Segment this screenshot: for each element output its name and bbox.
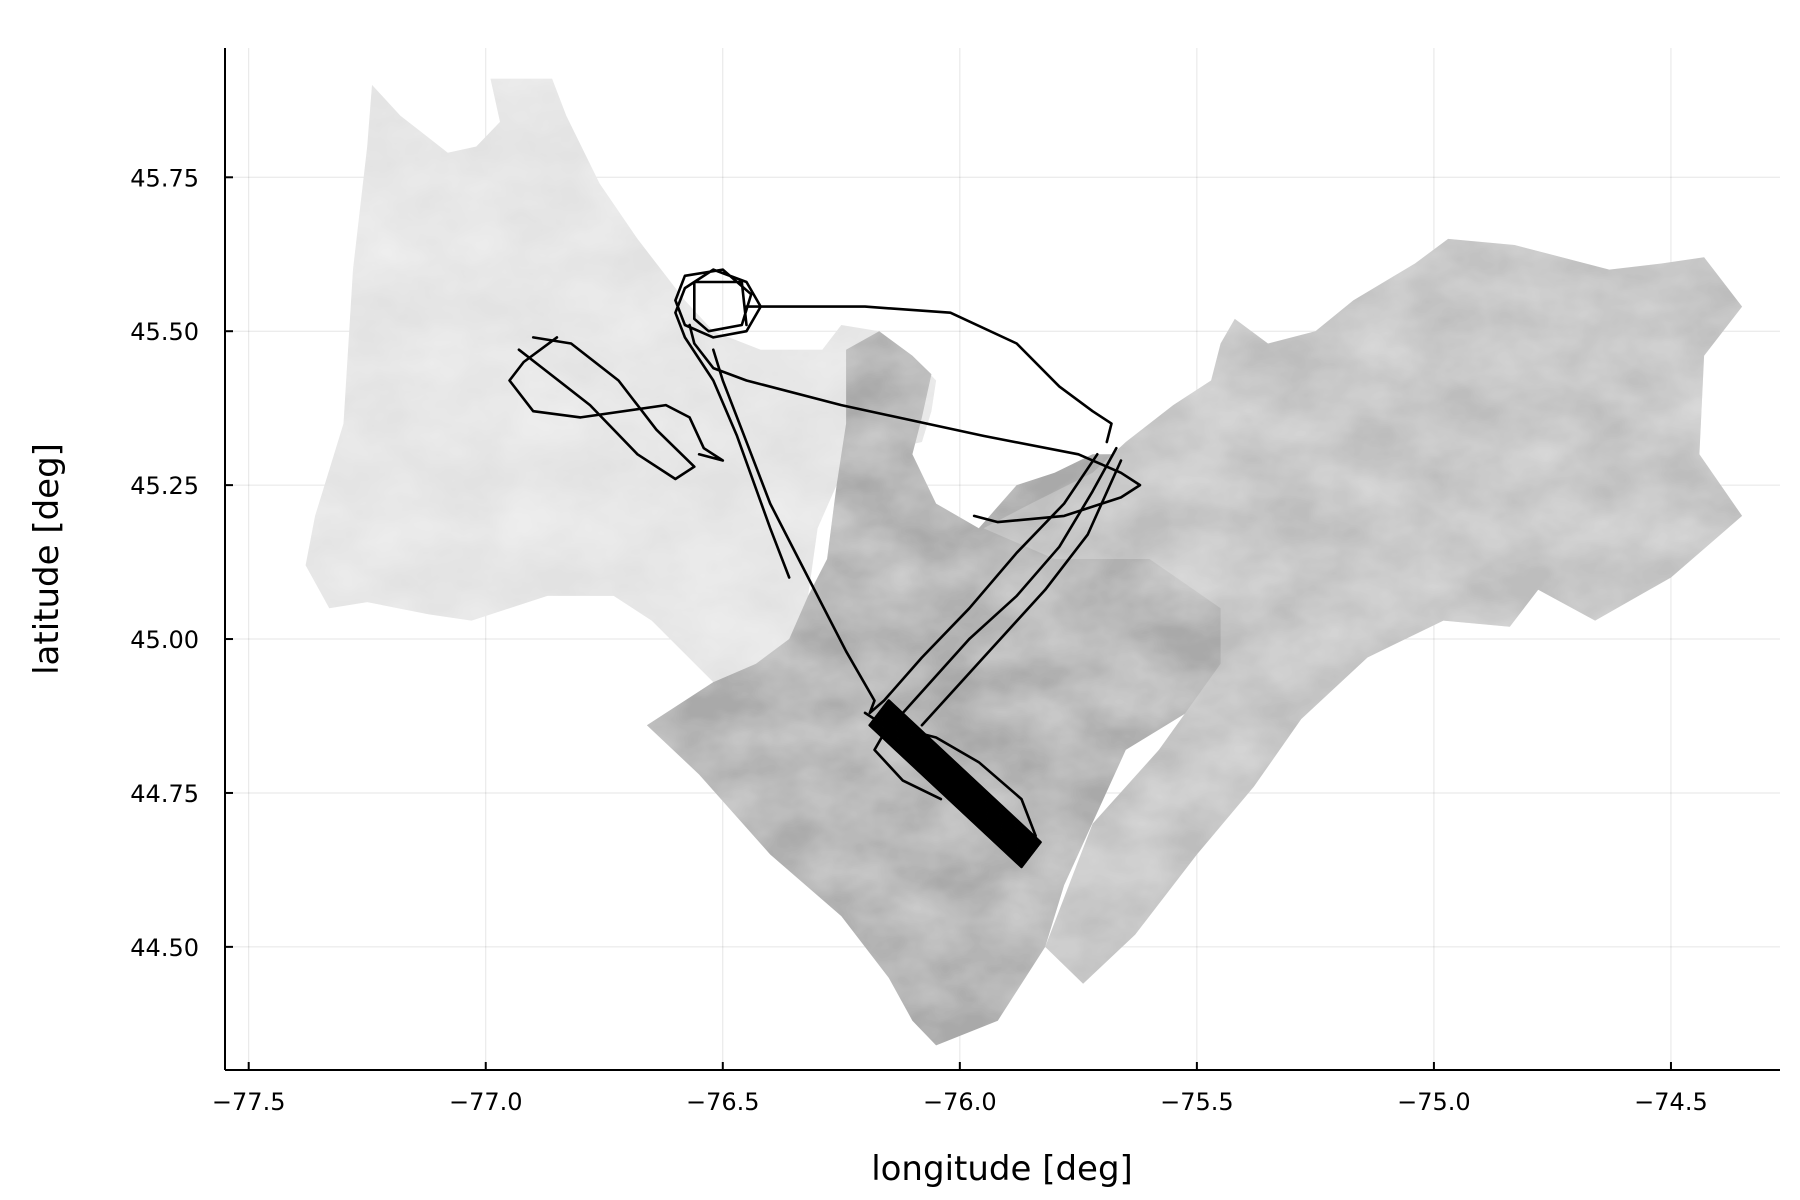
survey-grid-line xyxy=(871,720,1026,865)
y-tick-label: 44.50 xyxy=(130,934,199,962)
x-tick-label: −74.5 xyxy=(1634,1088,1708,1116)
survey-map-background xyxy=(305,78,1743,1046)
flight-tracks xyxy=(508,268,1142,869)
flight-track-line xyxy=(508,336,725,462)
survey-grid-line xyxy=(869,722,1025,867)
map-region-east-map xyxy=(983,238,1743,984)
y-tick-label: 45.25 xyxy=(130,472,199,500)
x-tick-label: −77.0 xyxy=(449,1088,523,1116)
map-region-west-map xyxy=(305,78,937,683)
survey-grid-line xyxy=(879,709,1034,855)
x-axis-title: longitude [deg] xyxy=(871,1149,1133,1189)
survey-grid-line xyxy=(868,723,1023,869)
flight-track-line xyxy=(901,446,1118,715)
x-tick-label: −77.5 xyxy=(212,1088,286,1116)
survey-grid-line xyxy=(884,702,1040,848)
survey-grid-line xyxy=(877,711,1033,856)
survey-grid-line xyxy=(887,699,1042,844)
flight-track-line xyxy=(920,459,1123,727)
flight-track-line xyxy=(711,348,1099,715)
x-axis-ticks: −77.5 −77.0 −76.5 −76.0 −75.5 −75.0 −74.5 xyxy=(212,1062,1708,1116)
survey-grid-line xyxy=(880,708,1035,853)
survey-grid-line xyxy=(873,716,1029,862)
flight-track-line xyxy=(674,268,791,579)
y-tick-label: 45.50 xyxy=(130,318,199,346)
survey-grid-line xyxy=(875,715,1030,860)
survey-grid-line xyxy=(876,713,1031,858)
y-tick-label: 45.00 xyxy=(130,626,199,654)
y-axis-title: latitude [deg] xyxy=(27,443,67,675)
y-tick-label: 45.75 xyxy=(130,164,199,192)
y-axis-ticks: 44.50 44.75 45.00 45.25 45.50 45.75 xyxy=(130,164,233,962)
x-tick-label: −75.5 xyxy=(1160,1088,1234,1116)
survey-grid-line xyxy=(882,706,1037,851)
x-tick-label: −76.0 xyxy=(923,1088,997,1116)
survey-grid-line xyxy=(883,704,1038,849)
x-tick-label: −76.5 xyxy=(686,1088,760,1116)
survey-grid-line xyxy=(872,718,1027,863)
x-tick-label: −75.0 xyxy=(1397,1088,1471,1116)
flight-track-line xyxy=(745,305,1113,444)
axes xyxy=(224,48,1780,1071)
survey-grid-line xyxy=(886,701,1041,846)
y-tick-label: 44.75 xyxy=(130,780,199,808)
flight-track-line xyxy=(688,323,1142,524)
flight-track-line xyxy=(517,336,696,481)
